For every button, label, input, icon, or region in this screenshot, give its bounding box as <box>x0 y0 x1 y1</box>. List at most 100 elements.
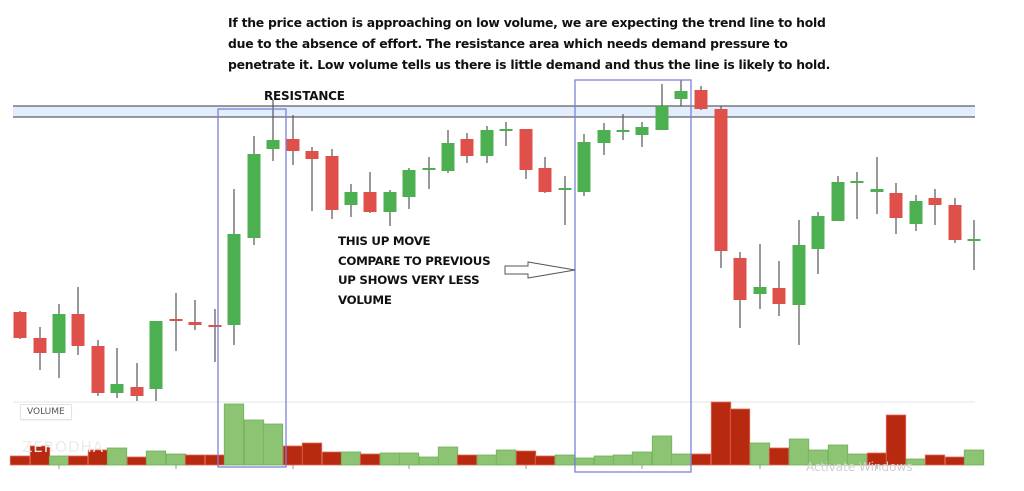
volume-bar <box>944 456 966 466</box>
candle <box>227 189 241 345</box>
volume-bar <box>456 454 478 466</box>
note-line-1: THIS UP MOVE <box>338 234 431 248</box>
candle <box>499 122 513 146</box>
candle <box>538 157 552 193</box>
volume-bar <box>573 457 595 466</box>
candle <box>792 220 806 345</box>
candle <box>694 86 708 110</box>
highlight-boxes <box>217 79 692 473</box>
volume-bar <box>807 449 829 466</box>
highlight-box <box>574 79 692 473</box>
volume-bar <box>476 454 498 466</box>
candle <box>286 115 300 165</box>
candle <box>52 304 66 378</box>
volume-bar <box>846 453 868 466</box>
arrow-icon <box>504 261 576 279</box>
candle <box>928 189 942 225</box>
volume-bar <box>749 442 771 466</box>
volume-bar <box>729 408 751 466</box>
candle <box>305 147 319 211</box>
caption-line-1: If the price action is approaching on lo… <box>228 15 826 30</box>
candle <box>402 168 416 209</box>
volume-note: THIS UP MOVE COMPARE TO PREVIOUS UP SHOW… <box>338 232 491 310</box>
candle <box>889 183 903 234</box>
volume-bar <box>631 451 653 466</box>
volume-bar <box>340 451 362 466</box>
volume-bar <box>398 452 420 466</box>
resistance-label: RESISTANCE <box>264 89 345 103</box>
candle <box>967 220 981 270</box>
candle <box>363 172 377 213</box>
candle <box>208 309 222 362</box>
volume-bar <box>379 452 401 466</box>
caption-line-2: due to the absence of effort. The resist… <box>228 36 788 51</box>
candle <box>772 261 786 316</box>
candle <box>635 122 649 147</box>
volume-bar <box>262 423 284 466</box>
candle <box>188 300 202 330</box>
explanation-caption: If the price action is approaching on lo… <box>228 12 831 75</box>
candle <box>714 106 728 268</box>
candle <box>441 130 455 173</box>
volume-bar <box>963 449 985 466</box>
caption-line-3: penetrate it. Low volume tells us there … <box>228 57 831 72</box>
volume-bar <box>612 454 634 466</box>
candle <box>149 321 163 401</box>
candle <box>325 149 339 219</box>
volume-bar <box>670 453 692 466</box>
candle <box>811 212 825 274</box>
volume-bar <box>768 447 790 466</box>
volume-bar <box>359 453 381 466</box>
candle <box>13 311 27 339</box>
volume-bars <box>9 401 985 466</box>
volume-bar <box>593 455 615 466</box>
volume-bar <box>126 456 148 466</box>
candle <box>383 190 397 226</box>
candle <box>558 176 572 225</box>
volume-bar <box>48 455 70 466</box>
volume-bar <box>534 455 556 466</box>
price-candles <box>13 80 981 401</box>
candle <box>344 184 358 217</box>
volume-bar <box>515 450 537 466</box>
candle <box>577 134 591 196</box>
activate-windows-watermark: Activate Windows <box>806 460 913 474</box>
volume-bar <box>243 419 265 466</box>
volume-bar <box>651 435 673 466</box>
volume-bar <box>495 449 517 466</box>
candle <box>753 244 767 309</box>
note-line-3: UP SHOWS VERY LESS <box>338 273 480 287</box>
candle <box>169 293 183 351</box>
zerodha-watermark: ZERODHA <box>22 438 105 456</box>
volume-bar <box>924 454 946 466</box>
volume-bar <box>223 403 245 466</box>
candle <box>422 157 436 189</box>
candle <box>850 172 864 219</box>
note-line-2: COMPARE TO PREVIOUS <box>338 253 491 268</box>
volume-bar <box>204 454 226 466</box>
volume-tag: VOLUME <box>20 404 72 420</box>
candle <box>71 287 85 355</box>
candle <box>460 133 474 163</box>
volume-bar <box>184 454 206 466</box>
highlight-box <box>217 108 287 468</box>
volume-bar <box>67 455 89 466</box>
candle <box>110 348 124 398</box>
candle <box>480 126 494 163</box>
candle <box>733 252 747 328</box>
candle <box>91 340 105 396</box>
candle <box>247 136 261 245</box>
volume-bar <box>9 455 31 466</box>
volume-bar <box>885 414 907 466</box>
volume-bar <box>145 450 167 466</box>
resistance-band <box>13 105 975 118</box>
candle <box>597 123 611 155</box>
volume-bar <box>437 446 459 466</box>
candle <box>130 363 144 401</box>
candle <box>948 198 962 243</box>
volume-bar <box>554 454 576 466</box>
candle <box>33 327 47 370</box>
volume-bar <box>690 453 712 466</box>
candle <box>616 114 630 140</box>
